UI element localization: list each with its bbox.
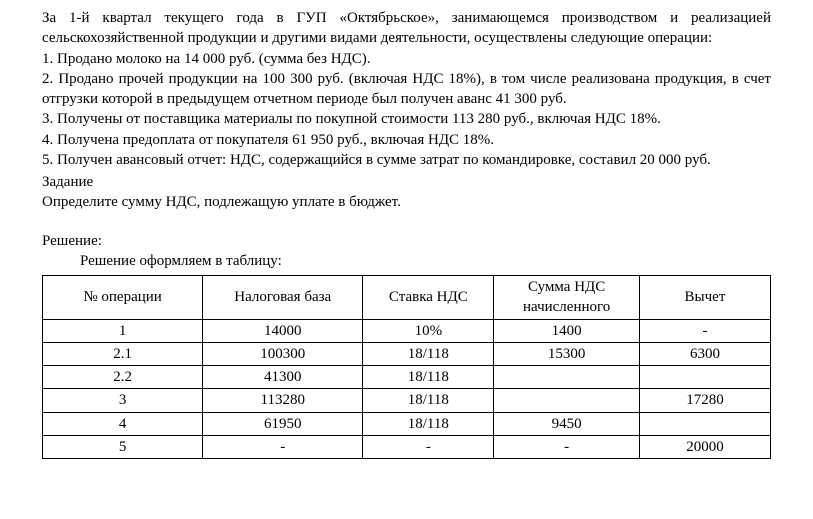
table-row: 1 14000 10% 1400 - bbox=[43, 319, 771, 342]
cell-op: 2.2 bbox=[43, 366, 203, 389]
operation-2: 2. Продано прочей продукции на 100 300 р… bbox=[42, 69, 771, 110]
task-text: Определите сумму НДС, подлежащую уплате … bbox=[42, 192, 771, 212]
cell-op: 4 bbox=[43, 412, 203, 435]
vat-table: № операции Налоговая база Ставка НДС Сум… bbox=[42, 275, 771, 459]
cell-op: 3 bbox=[43, 389, 203, 412]
col-header-deduct: Вычет bbox=[639, 276, 770, 320]
cell-vat: 1400 bbox=[494, 319, 640, 342]
cell-rate: - bbox=[363, 435, 494, 458]
cell-deduct bbox=[639, 412, 770, 435]
cell-rate: 10% bbox=[363, 319, 494, 342]
cell-deduct: 17280 bbox=[639, 389, 770, 412]
cell-deduct bbox=[639, 366, 770, 389]
cell-rate: 18/118 bbox=[363, 342, 494, 365]
table-row: 3 113280 18/118 17280 bbox=[43, 389, 771, 412]
task-label: Задание bbox=[42, 172, 771, 192]
table-header-row: № операции Налоговая база Ставка НДС Сум… bbox=[43, 276, 771, 320]
cell-vat bbox=[494, 389, 640, 412]
cell-vat bbox=[494, 366, 640, 389]
cell-deduct: 20000 bbox=[639, 435, 770, 458]
cell-base: 100300 bbox=[203, 342, 363, 365]
operation-1: 1. Продано молоко на 14 000 руб. (сумма … bbox=[42, 49, 771, 69]
cell-base: 41300 bbox=[203, 366, 363, 389]
col-header-base: Налоговая база bbox=[203, 276, 363, 320]
cell-op: 5 bbox=[43, 435, 203, 458]
solution-intro: Решение оформляем в таблицу: bbox=[42, 251, 771, 271]
col-header-rate: Ставка НДС bbox=[363, 276, 494, 320]
solution-label: Решение: bbox=[42, 231, 771, 251]
cell-deduct: - bbox=[639, 319, 770, 342]
operation-3: 3. Получены от поставщика материалы по п… bbox=[42, 109, 771, 129]
table-row: 2.2 41300 18/118 bbox=[43, 366, 771, 389]
cell-vat: 15300 bbox=[494, 342, 640, 365]
cell-rate: 18/118 bbox=[363, 389, 494, 412]
col-header-vat: Сумма НДС начисленного bbox=[494, 276, 640, 320]
cell-vat: - bbox=[494, 435, 640, 458]
cell-deduct: 6300 bbox=[639, 342, 770, 365]
operation-4: 4. Получена предоплата от покупателя 61 … bbox=[42, 130, 771, 150]
cell-rate: 18/118 bbox=[363, 366, 494, 389]
cell-op: 2.1 bbox=[43, 342, 203, 365]
cell-base: 61950 bbox=[203, 412, 363, 435]
table-body: 1 14000 10% 1400 - 2.1 100300 18/118 153… bbox=[43, 319, 771, 459]
table-row: 2.1 100300 18/118 15300 6300 bbox=[43, 342, 771, 365]
col-header-operation: № операции bbox=[43, 276, 203, 320]
cell-base: - bbox=[203, 435, 363, 458]
cell-vat: 9450 bbox=[494, 412, 640, 435]
table-row: 5 - - - 20000 bbox=[43, 435, 771, 458]
cell-base: 113280 bbox=[203, 389, 363, 412]
table-row: 4 61950 18/118 9450 bbox=[43, 412, 771, 435]
intro-text: За 1-й квартал текущего года в ГУП «Октя… bbox=[42, 8, 771, 49]
operation-5: 5. Получен авансовый отчет: НДС, содержа… bbox=[42, 150, 771, 170]
cell-rate: 18/118 bbox=[363, 412, 494, 435]
cell-base: 14000 bbox=[203, 319, 363, 342]
cell-op: 1 bbox=[43, 319, 203, 342]
